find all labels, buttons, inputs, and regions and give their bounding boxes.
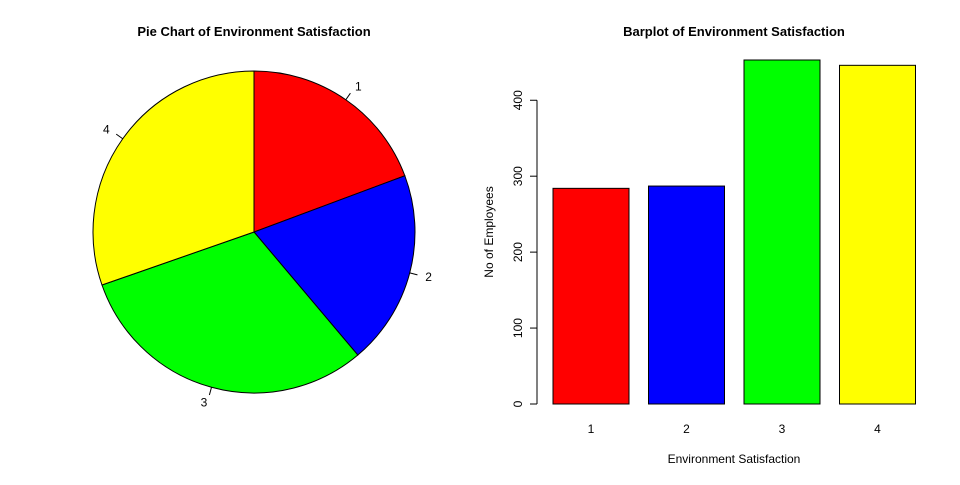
pie-label-2: 2 bbox=[425, 270, 432, 284]
pie-slice-4 bbox=[92, 70, 255, 286]
pie-label-1: 1 bbox=[355, 80, 362, 94]
y-tick-label-100: 100 bbox=[511, 318, 525, 338]
x-tick-labels: 1 2 3 4 bbox=[588, 422, 882, 436]
y-tick-label-400: 400 bbox=[511, 90, 525, 110]
bars bbox=[552, 59, 916, 405]
x-tick-label-2: 2 bbox=[683, 422, 690, 436]
bar-1 bbox=[552, 187, 630, 405]
pie-slice-2 bbox=[253, 175, 416, 356]
bar-3 bbox=[743, 59, 821, 405]
y-tick-label-300: 300 bbox=[511, 166, 525, 186]
pie-labels: 1 2 3 4 bbox=[103, 80, 432, 410]
pie-slices bbox=[92, 70, 416, 394]
pie-label-tick-2 bbox=[409, 272, 418, 276]
pie-slice-3 bbox=[101, 231, 359, 394]
x-tick-label-1: 1 bbox=[588, 422, 595, 436]
pie-label-tick-4 bbox=[115, 133, 124, 140]
pie-label-tick-1 bbox=[345, 92, 351, 101]
x-axis-label: Environment Satisfaction bbox=[668, 452, 801, 466]
x-tick-label-3: 3 bbox=[779, 422, 786, 436]
bar-chart: Barplot of Environment Satisfaction 0 100… bbox=[482, 24, 916, 466]
y-tick-label-200: 200 bbox=[511, 242, 525, 262]
pie-chart-title: Pie Chart of Environment Satisfaction bbox=[137, 24, 370, 39]
pie-label-4: 4 bbox=[103, 123, 110, 137]
pie-label-3: 3 bbox=[201, 396, 208, 410]
bar-4 bbox=[839, 64, 916, 405]
y-axis-label: No of Employees bbox=[482, 186, 496, 277]
pie-chart: Pie Chart of Environment Satisfaction 1 2… bbox=[92, 24, 432, 410]
bar-2 bbox=[648, 185, 725, 405]
bar-chart-title: Barplot of Environment Satisfaction bbox=[623, 24, 845, 39]
pie-label-tick-3 bbox=[208, 387, 212, 396]
y-tick-label-0: 0 bbox=[511, 400, 525, 407]
pie-slice-1 bbox=[253, 70, 406, 233]
x-tick-label-4: 4 bbox=[874, 422, 881, 436]
y-axis: 0 100 200 300 400 bbox=[511, 90, 538, 407]
